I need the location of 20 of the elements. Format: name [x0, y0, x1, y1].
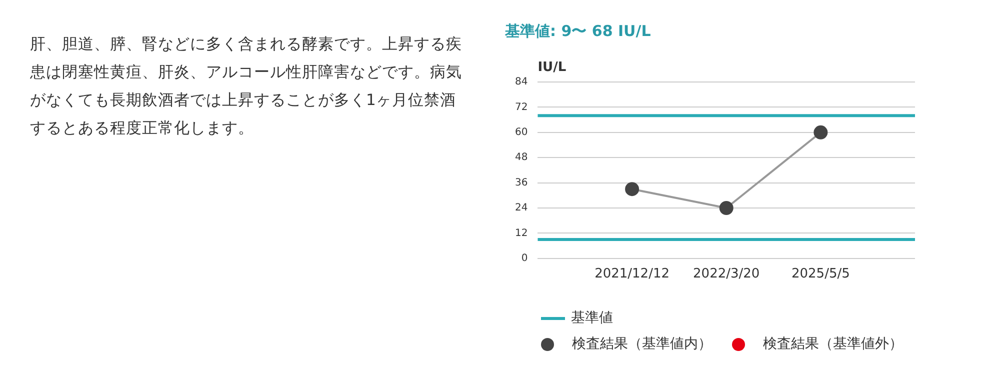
- y-tick-label: 84: [514, 76, 528, 88]
- point: [814, 125, 828, 140]
- x-tick-label: 2022/3/20: [693, 266, 760, 282]
- y-axis-title: IU/L: [538, 60, 566, 75]
- legend-label: 検査結果（基準値外）: [763, 335, 903, 353]
- x-tick-label: 2025/5/5: [791, 266, 850, 282]
- y-tick-label: 36: [514, 177, 528, 188]
- y-tick-label: 48: [514, 152, 528, 164]
- text: 肝、胆道、膵、腎などに多く含まれる酵素です。上昇する疾患は閉塞性黄疸、肝炎、アルコール性肝障害などです。病気がなくても長期飲酒者では上昇することが多く1ヶ月位禁酒するとある程度正常化します。: [30, 34, 463, 139]
- point: [625, 182, 640, 196]
- point: [719, 201, 734, 215]
- y-tick-label: 0: [521, 252, 528, 264]
- y-tick-label: 24: [514, 202, 528, 214]
- y-tick-label: 72: [514, 102, 528, 113]
- x-tick-label: 2021/12/12: [594, 266, 670, 282]
- y-tick-label: 12: [514, 228, 528, 239]
- chart-title: 基準値: 9〜 68 IU/L: [505, 22, 651, 41]
- y-tick-label: 60: [514, 126, 528, 138]
- legend-label: 検査結果（基準値内）: [572, 335, 712, 353]
- legend-label: 基準値: [571, 309, 613, 327]
